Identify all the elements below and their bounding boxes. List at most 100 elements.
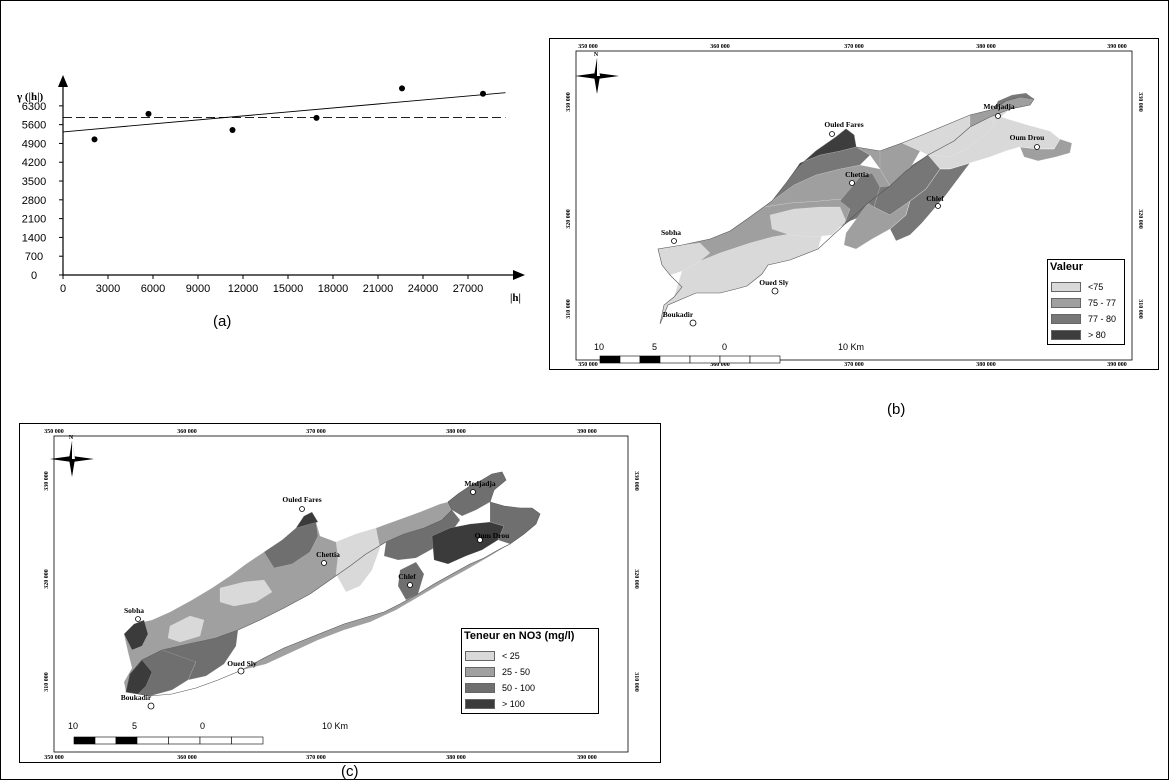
scale-bar-segment — [136, 736, 169, 745]
map-y-tick-left: 330 000 — [44, 471, 50, 491]
map-region — [295, 511, 319, 529]
map-region — [167, 615, 205, 643]
map-x-tick-bottom: 360 000 — [710, 362, 730, 368]
place-label: Ouled Fares — [824, 120, 863, 129]
legend-swatch — [1051, 298, 1081, 308]
legend-label: 50 - 100 — [502, 683, 536, 693]
scale-b-km: 10 Km — [838, 342, 865, 352]
scale-bar-segment — [599, 355, 621, 364]
scale-bar-segment — [115, 736, 138, 745]
map-x-tick-bottom: 380 000 — [976, 362, 996, 368]
map-y-tick-right: 310 000 — [633, 672, 639, 692]
scale-bar-segment — [168, 736, 201, 745]
scale-bar-segment — [231, 736, 264, 745]
map-x-tick-top: 360 000 — [710, 44, 730, 50]
map-x-tick-bottom: 370 000 — [844, 362, 864, 368]
panel-label-c: (c) — [341, 763, 359, 780]
place-label: Chlef — [398, 572, 416, 581]
scale-bar-segment — [689, 355, 721, 364]
y-tick-label: 2100 — [22, 214, 46, 226]
data-point — [399, 85, 405, 92]
place-label: Boukadir — [121, 693, 152, 702]
scale-bar-segment — [659, 355, 691, 364]
map-b-frame: 350 000 350 000 360 000 360 000 370 000 370 0… — [549, 38, 1159, 370]
map-region — [769, 206, 847, 238]
map-y-tick-right: 330 000 — [1137, 92, 1143, 112]
legend-b: Valeur <75 75 - 77 77 - 80 > 80 — [1047, 259, 1125, 345]
scale-bar-segment — [94, 736, 117, 745]
map-y-tick-right: 310 000 — [1137, 299, 1143, 319]
map-inner-frame — [53, 435, 629, 753]
y-tick-label: 4200 — [22, 157, 46, 169]
x-tick-label: 21000 — [363, 283, 394, 295]
legend-c-item: 50 - 100 — [465, 681, 535, 695]
scale-bar-segment — [199, 736, 232, 745]
legend-swatch — [1051, 282, 1081, 292]
variogram-chart: 0 700 1400 2100 2800 3500 4200 4900 5600 6300 0 300… — [16, 75, 525, 304]
trend-line — [62, 92, 506, 133]
map-region — [263, 515, 319, 569]
data-point — [229, 127, 236, 134]
map-x-tick-top: 380 000 — [976, 44, 996, 50]
scale-bar-segment — [749, 355, 781, 364]
map-x-tick-bottom: 350 000 — [44, 755, 64, 761]
map-y-tick-left: 320 000 — [44, 569, 50, 589]
place-marker — [829, 131, 835, 137]
map-y-tick-left: 310 000 — [566, 299, 572, 319]
scale-b-5: 5 — [652, 342, 658, 352]
place-marker — [849, 180, 855, 186]
x-axis-arrow — [513, 270, 525, 280]
y-tick-label: 3500 — [22, 176, 46, 188]
scale-bar-segment — [619, 355, 641, 364]
scale-b-0: 0 — [722, 342, 728, 352]
map-x-tick-bottom: 360 000 — [177, 755, 197, 761]
legend-b-item: 75 - 77 — [1051, 296, 1116, 310]
x-tick-label: 18000 — [318, 283, 349, 295]
y-tick-label: 6300 — [22, 101, 46, 113]
north-arrow-highlight — [72, 441, 75, 459]
place-marker — [470, 489, 476, 495]
map-x-tick-top: 370 000 — [844, 44, 864, 50]
panel-b: 350 000 350 000 360 000 360 000 370 000 370 0… — [549, 21, 1159, 421]
place-marker — [1034, 144, 1040, 150]
scale-c-10: 10 — [68, 721, 79, 731]
place-marker — [135, 616, 141, 622]
legend-b-title: Valeur — [1050, 261, 1084, 273]
x-tick-label: 9000 — [186, 283, 210, 295]
map-region — [889, 162, 971, 242]
legend-label: > 80 — [1088, 330, 1106, 340]
north-label: N — [594, 52, 599, 58]
legend-swatch — [465, 683, 495, 693]
map-x-tick-bottom: 350 000 — [578, 362, 598, 368]
scale-c-0: 0 — [200, 721, 206, 731]
data-point — [145, 110, 152, 117]
legend-swatch — [465, 651, 495, 661]
legend-swatch — [465, 699, 495, 709]
legend-label: 77 - 80 — [1088, 314, 1117, 324]
x-axis-label: |h| — [510, 292, 521, 304]
y-tick-label: 2800 — [22, 195, 46, 207]
place-marker — [321, 560, 327, 566]
map-x-tick-top: 390 000 — [1107, 44, 1127, 50]
place-marker — [995, 113, 1001, 119]
place-label: Chettia — [845, 170, 869, 179]
scale-c-5: 5 — [132, 721, 138, 731]
panel-label-a: (a) — [213, 313, 232, 330]
map-x-tick-bottom: 390 000 — [577, 755, 597, 761]
place-label: Chettia — [316, 550, 340, 559]
place-label: Boukadir — [663, 310, 694, 319]
panel-label-b: (b) — [887, 401, 906, 418]
north-arrow-highlight — [597, 58, 600, 76]
map-b: 350 000 350 000 360 000 360 000 370 000 370 0… — [566, 44, 1143, 368]
panel-c: 350 000 350 000 360 000 360 000 370 000 370 0… — [19, 406, 661, 781]
map-c: 350 000 350 000 360 000 360 000 370 000 370 0… — [44, 429, 639, 761]
legend-b-item: <75 — [1051, 280, 1103, 294]
place-label: Sobha — [661, 228, 681, 237]
place-label: Medjadja — [983, 102, 1014, 111]
map-x-tick-bottom: 390 000 — [1107, 362, 1127, 368]
map-y-tick-left: 310 000 — [44, 672, 50, 692]
x-tick-label: 12000 — [228, 283, 259, 295]
legend-c-title: Teneur en NO3 (mg/l) — [464, 630, 575, 642]
legend-c-item: > 100 — [465, 697, 525, 711]
